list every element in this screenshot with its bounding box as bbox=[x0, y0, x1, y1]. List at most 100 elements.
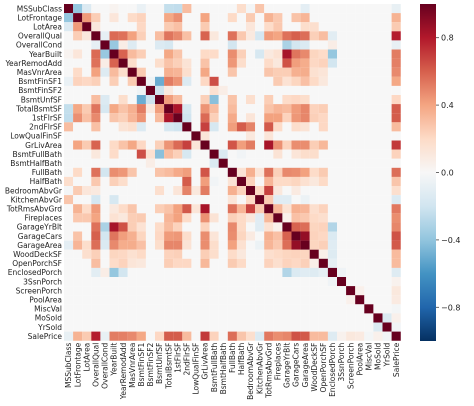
heatmap-cell bbox=[173, 322, 183, 332]
heatmap-cell bbox=[227, 277, 237, 287]
heatmap-cell bbox=[264, 304, 274, 314]
heatmap-cell bbox=[127, 158, 137, 168]
heatmap-cell bbox=[173, 240, 183, 250]
heatmap-cell bbox=[145, 149, 156, 159]
heatmap-cell bbox=[364, 67, 374, 77]
heatmap-cell bbox=[364, 85, 374, 96]
heatmap-cell bbox=[118, 222, 128, 232]
heatmap-cell bbox=[164, 104, 174, 114]
heatmap-cell bbox=[200, 31, 210, 41]
heatmap-cell bbox=[127, 176, 137, 187]
heatmap-cell bbox=[145, 122, 156, 132]
heatmap-cell bbox=[145, 140, 156, 150]
heatmap-cell bbox=[100, 95, 110, 105]
heatmap-cell bbox=[236, 213, 247, 223]
heatmap-cell bbox=[200, 13, 210, 23]
heatmap-cell bbox=[246, 304, 256, 314]
heatmap-cell bbox=[127, 213, 137, 223]
heatmap-cell bbox=[264, 40, 274, 50]
heatmap-cell bbox=[255, 158, 265, 168]
heatmap-cell bbox=[73, 122, 83, 132]
heatmap-cell bbox=[391, 31, 401, 41]
heatmap-cell bbox=[109, 167, 119, 177]
heatmap-cell bbox=[291, 13, 301, 23]
heatmap-cell bbox=[236, 267, 247, 278]
heatmap-cell bbox=[309, 176, 319, 187]
heatmap-cell bbox=[391, 49, 401, 59]
heatmap-cell bbox=[255, 195, 265, 205]
heatmap-cell bbox=[346, 140, 356, 150]
heatmap-cell bbox=[91, 167, 101, 177]
heatmap-cell bbox=[218, 122, 228, 132]
heatmap-cell bbox=[118, 85, 128, 96]
heatmap-cell bbox=[82, 67, 92, 77]
heatmap-cell bbox=[255, 4, 265, 14]
column-tick-label: ScreenPorch bbox=[346, 342, 355, 389]
heatmap-cell bbox=[273, 267, 283, 278]
heatmap-cell bbox=[118, 186, 128, 196]
heatmap-cell bbox=[236, 286, 247, 296]
heatmap-cell bbox=[373, 231, 383, 241]
heatmap-cell bbox=[391, 249, 401, 259]
heatmap-cell bbox=[109, 313, 119, 323]
heatmap-cell bbox=[346, 95, 356, 105]
heatmap-cell bbox=[373, 331, 383, 341]
heatmap-cell bbox=[127, 295, 137, 305]
heatmap-cell bbox=[100, 258, 110, 268]
heatmap-cell bbox=[346, 149, 356, 159]
heatmap-cell bbox=[191, 258, 201, 268]
heatmap-cell bbox=[273, 204, 283, 214]
heatmap-cell bbox=[64, 295, 74, 305]
heatmap-cell bbox=[155, 167, 165, 177]
heatmap-cell bbox=[109, 186, 119, 196]
heatmap-cell bbox=[109, 222, 119, 232]
heatmap-cell bbox=[127, 122, 137, 132]
heatmap-cell bbox=[173, 76, 183, 86]
heatmap-cell bbox=[200, 58, 210, 68]
heatmap-cell bbox=[73, 240, 83, 250]
heatmap-cell bbox=[209, 13, 219, 23]
heatmap-cell bbox=[337, 76, 347, 86]
heatmap-cell bbox=[100, 13, 110, 23]
heatmap-cell bbox=[227, 286, 237, 296]
heatmap-cell bbox=[209, 322, 219, 332]
heatmap-cell bbox=[182, 258, 192, 268]
heatmap-cell bbox=[246, 13, 256, 23]
column-tick-label: GarageCars bbox=[292, 343, 301, 387]
heatmap-cell bbox=[327, 122, 338, 132]
row-tick-label: HalfBath bbox=[30, 177, 63, 186]
heatmap-cell bbox=[273, 149, 283, 159]
heatmap-cell bbox=[236, 204, 247, 214]
row-tick-label: GarageYrBlt bbox=[17, 223, 62, 232]
heatmap-cell bbox=[182, 131, 192, 141]
heatmap-cell bbox=[273, 140, 283, 150]
heatmap-cell bbox=[391, 158, 401, 168]
heatmap-cell bbox=[127, 195, 137, 205]
heatmap-cell bbox=[327, 286, 338, 296]
heatmap-cell bbox=[337, 131, 347, 141]
heatmap-cell bbox=[191, 58, 201, 68]
heatmap-cell bbox=[236, 240, 247, 250]
heatmap-cell bbox=[118, 4, 128, 14]
heatmap-cell bbox=[364, 295, 374, 305]
heatmap-cell bbox=[291, 140, 301, 150]
heatmap-cell bbox=[318, 58, 328, 68]
heatmap-cell bbox=[73, 167, 83, 177]
heatmap-cell bbox=[73, 58, 83, 68]
heatmap-cell bbox=[145, 58, 156, 68]
heatmap-cell bbox=[337, 240, 347, 250]
heatmap-cell bbox=[73, 258, 83, 268]
heatmap-cell bbox=[191, 113, 201, 123]
heatmap-cell bbox=[355, 76, 365, 86]
heatmap-cell bbox=[264, 213, 274, 223]
heatmap-cell bbox=[227, 122, 237, 132]
heatmap-cell bbox=[155, 222, 165, 232]
heatmap-cell bbox=[164, 240, 174, 250]
heatmap-cell bbox=[391, 222, 401, 232]
heatmap-cell bbox=[164, 195, 174, 205]
heatmap-cell bbox=[100, 176, 110, 187]
heatmap-cell bbox=[255, 149, 265, 159]
row-tick-label: SalePrice bbox=[28, 332, 63, 341]
heatmap-cell bbox=[355, 31, 365, 41]
heatmap-cell bbox=[327, 176, 338, 187]
